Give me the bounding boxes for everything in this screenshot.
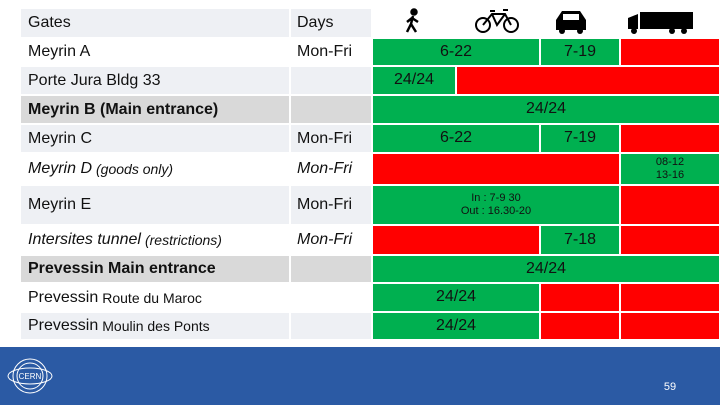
days-cell: Mon-Fri [290,225,372,255]
access-cell [620,124,720,153]
access-cell: 08-12 13-16 [620,153,720,185]
access-cell [620,185,720,225]
access-cell: 24/24 [372,66,456,95]
days-cell [290,283,372,312]
gate-name: Prevessin [28,317,99,334]
access-hours: 7-18 [563,230,597,248]
access-cell [620,38,720,66]
access-cell [372,225,540,255]
access-cell: 24/24 [372,255,720,283]
gate-cell: Meyrin D (goods only) [20,153,290,185]
gate-name: Meyrin E [28,196,92,213]
access-hours: 7-19 [563,42,597,60]
gate-note: Moulin des Ponts [102,318,210,334]
days-cell [290,66,372,95]
days-cell [290,312,372,340]
gate-cell: Intersites tunnel (restrictions) [20,225,290,255]
days-cell: Mon-Fri [290,124,372,153]
truck-icon [628,12,693,34]
gate-cell: Meyrin A [20,38,290,66]
access-cell: 7-18 [540,225,620,255]
gate-note: (restrictions) [144,232,222,248]
days-text: Mon-Fri [297,129,353,147]
access-cell: 24/24 [372,283,540,312]
access-hours: 6-22 [439,129,473,147]
access-cell [620,283,720,312]
access-hours: 24/24 [393,71,435,89]
access-cell: 6-22 [372,38,540,66]
gate-cell: Prevessin Moulin des Ponts [20,312,290,340]
access-cell: 7-19 [540,38,620,66]
pedestrian-icon [405,8,419,33]
header-text: Days [297,14,334,31]
days-cell: Mon-Fri [290,153,372,185]
header-gates: Gates [20,8,290,38]
access-cell: In : 7-9 30 Out : 16.30-20 [372,185,620,225]
logo-text: CERN [19,372,42,381]
gate-name: Intersites tunnel [28,231,141,248]
days-cell: Mon-Fri [290,185,372,225]
access-hours: 08-12 [655,156,685,169]
access-cell: 7-19 [540,124,620,153]
car-icon [556,11,586,34]
access-hours: 24/24 [525,100,567,118]
access-hours: 24/24 [435,316,477,334]
gate-name: Meyrin B (Main entrance) [28,100,219,118]
days-cell [290,95,372,124]
days-text: Mon-Fri [297,43,353,60]
access-hours: 7-19 [563,129,597,147]
access-hours: 24/24 [435,288,477,306]
days-cell: Mon-Fri [290,38,372,66]
gate-cell: Meyrin B (Main entrance) [20,95,290,124]
gate-name: Porte Jura Bldg 33 [28,71,161,89]
days-text: Mon-Fri [297,196,353,213]
bike-icon [475,9,519,33]
header-text: Gates [28,14,71,31]
gate-cell: Prevessin Route du Maroc [20,283,290,312]
gate-name: Meyrin A [28,43,91,60]
days-text: Mon-Fri [297,231,353,248]
days-cell [290,255,372,283]
access-hours: Out : 16.30-20 [460,205,532,217]
access-cell [540,283,620,312]
access-cell: 6-22 [372,124,540,153]
gate-name: Prevessin Main entrance [28,260,216,277]
gate-note: Route du Maroc [102,289,202,306]
footer-bar [0,347,720,405]
gate-cell: Prevessin Main entrance [20,255,290,283]
access-cell [456,66,720,95]
access-cell [620,312,720,340]
access-cell [372,153,620,185]
gate-name: Meyrin D [28,160,93,177]
access-cell: 24/24 [372,312,540,340]
gate-name: Meyrin C [28,129,93,147]
header-days: Days [290,8,372,38]
gate-cell: Porte Jura Bldg 33 [20,66,290,95]
access-hours: 6-22 [439,42,473,60]
gate-cell: Meyrin C [20,124,290,153]
access-hours: In : 7-9 30 [471,192,521,205]
gate-name: Prevessin [28,288,99,306]
access-hours: 13-16 [655,169,685,181]
days-text: Mon-Fri [297,160,353,177]
logo [7,358,53,394]
access-cell: 24/24 [372,95,720,124]
access-hours: 24/24 [525,259,567,277]
gate-cell: Meyrin E [20,185,290,225]
gate-note: (goods only) [96,161,174,177]
access-cell [620,225,720,255]
access-cell [540,312,620,340]
page-number: 59 [664,381,676,393]
